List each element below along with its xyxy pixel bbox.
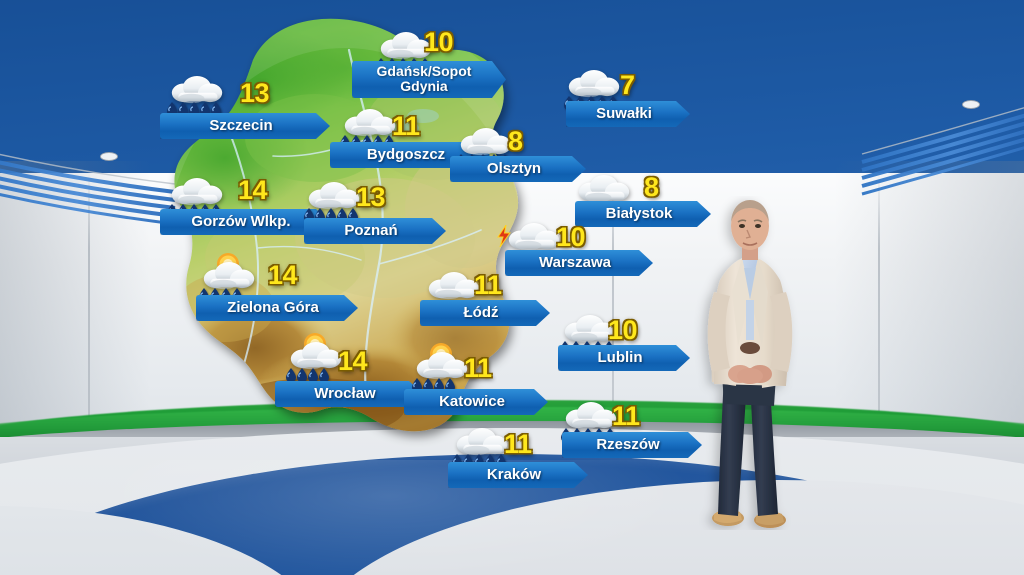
temperature-value: 8 xyxy=(508,126,523,156)
temperature-value: 10 xyxy=(608,315,638,345)
city-label-line: Warszawa xyxy=(539,254,611,271)
cloud-shape xyxy=(414,350,470,387)
temperature-value: 13 xyxy=(240,78,270,108)
city-label-line: Bydgoszcz xyxy=(366,146,446,163)
city-label-line: Szczecin xyxy=(209,117,273,134)
cloud-shape xyxy=(426,270,482,307)
studio-floor-reflection xyxy=(81,460,697,575)
city-label-rzeszow[interactable]: Rzeszów xyxy=(562,432,702,458)
city-label-krakow[interactable]: Kraków xyxy=(448,462,588,488)
temperature-value: 11 xyxy=(392,111,420,141)
temperature-value: 11 xyxy=(612,401,640,431)
city-label-line: Białystok xyxy=(605,205,673,222)
temperature-value: 8 xyxy=(644,172,659,202)
temperature-value: 11 xyxy=(464,353,492,383)
cloud-shape xyxy=(506,221,562,258)
temperature-value: 11 xyxy=(474,270,502,300)
raindrops xyxy=(167,100,222,121)
temperature-value: 14 xyxy=(268,260,298,290)
city-label-line: Olsztyn xyxy=(486,160,542,177)
ceiling-light-fixture xyxy=(962,100,980,109)
cloud-shape xyxy=(201,260,257,297)
cloud-shape xyxy=(566,68,622,105)
city-label-line: Łódź xyxy=(463,304,499,321)
temperature-value: 7 xyxy=(620,70,635,100)
city-label-lublin[interactable]: Lublin xyxy=(558,345,690,371)
city-label-line: Wrocław xyxy=(314,385,376,402)
temperature-value: 11 xyxy=(504,429,532,459)
city-label-line: Poznań xyxy=(344,222,398,239)
cloud-shape xyxy=(454,426,510,463)
city-label-line: Rzeszów xyxy=(596,436,660,453)
city-label-gdansk-sopot-gdynia[interactable]: Gdańsk/Sopot Gdynia xyxy=(352,61,506,98)
city-label-szczecin[interactable]: Szczecin xyxy=(160,113,330,139)
raindrops xyxy=(286,366,330,387)
cloud-shape xyxy=(342,107,398,144)
city-label-poznan[interactable]: Poznań xyxy=(304,218,446,244)
city-label-lodz[interactable]: Łódź xyxy=(420,300,550,326)
city-label-gorzow-wlkp[interactable]: Gorzów Wlkp. xyxy=(160,209,330,235)
cloud-shape xyxy=(458,126,514,163)
city-label-zielona-gora[interactable]: Zielona Góra xyxy=(196,295,358,321)
cloud-shape xyxy=(576,173,632,210)
city-label-suwalki[interactable]: Suwałki xyxy=(566,101,690,127)
raindrops xyxy=(412,376,456,397)
city-label-line: Suwałki xyxy=(596,105,652,122)
temperature-value: 10 xyxy=(424,27,454,57)
temperature-value: 14 xyxy=(338,346,368,376)
cloud-shape xyxy=(378,30,434,67)
cloud-shape xyxy=(563,400,619,437)
cloud-shape xyxy=(306,180,362,217)
city-label-olsztyn[interactable]: Olsztyn xyxy=(450,156,586,182)
city-label-line: Gdynia xyxy=(400,78,448,94)
lightning-bolt-icon xyxy=(496,224,512,252)
cloud-shape xyxy=(288,340,344,377)
city-label-line: Katowice xyxy=(439,393,505,410)
city-label-wroclaw[interactable]: Wrocław xyxy=(275,381,423,407)
wall-seam xyxy=(878,172,880,472)
city-label-warszawa[interactable]: Warszawa xyxy=(505,250,653,276)
cloud-shape xyxy=(562,313,618,350)
city-label-line: Lublin xyxy=(597,349,643,366)
ceiling-light-fixture xyxy=(100,152,118,161)
city-label-line: Gorzów Wlkp. xyxy=(191,213,291,230)
city-label-katowice[interactable]: Katowice xyxy=(404,389,548,415)
temperature-value: 10 xyxy=(556,222,586,252)
city-label-line: Kraków xyxy=(486,466,542,483)
wall-seam xyxy=(612,172,614,472)
city-label-bialystok[interactable]: Białystok xyxy=(575,201,711,227)
cloud-shape xyxy=(169,176,225,213)
weather-presenter xyxy=(707,200,793,528)
cloud-shape xyxy=(169,74,225,111)
temperature-value: 14 xyxy=(238,175,268,205)
city-label-line: Zielona Góra xyxy=(227,299,319,316)
city-label-line: Gdańsk/Sopot xyxy=(376,63,472,79)
temperature-value: 13 xyxy=(356,182,386,212)
wall-seam xyxy=(88,172,90,472)
